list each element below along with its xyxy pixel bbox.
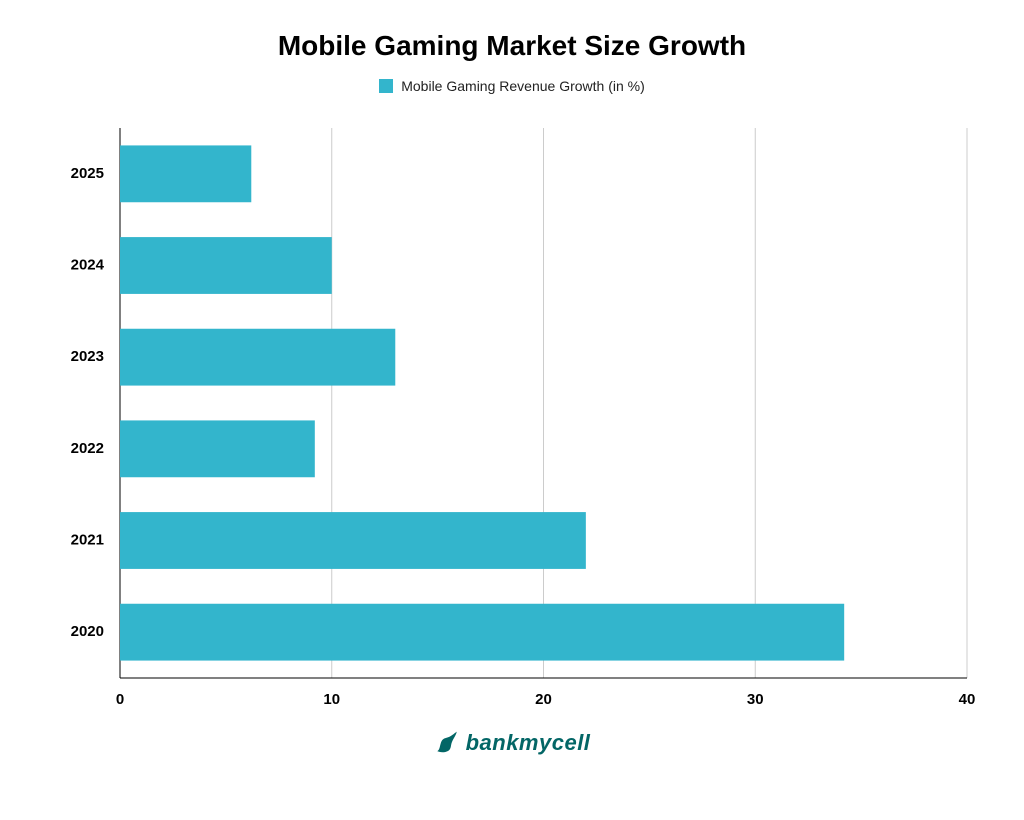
svg-text:2020: 2020 (71, 623, 104, 640)
brand-icon (434, 730, 460, 756)
svg-text:10: 10 (323, 691, 340, 708)
chart-title: Mobile Gaming Market Size Growth (278, 30, 746, 62)
svg-text:2025: 2025 (71, 165, 104, 182)
chart-legend: Mobile Gaming Revenue Growth (in %) (379, 78, 645, 94)
svg-text:2021: 2021 (71, 531, 104, 548)
bar-2024 (120, 237, 332, 294)
bar-2023 (120, 329, 395, 386)
bar-2022 (120, 420, 315, 477)
svg-text:20: 20 (535, 691, 552, 708)
svg-text:2023: 2023 (71, 348, 104, 365)
brand-logo: bankmycell (434, 730, 591, 756)
bar-2020 (120, 604, 844, 661)
brand-text: bankmycell (466, 730, 591, 756)
bar-2025 (120, 145, 251, 202)
chart-plot-area: 0 10 20 30 40 2025 2024 2023 2022 2021 2020 (42, 120, 982, 720)
svg-text:30: 30 (747, 691, 764, 708)
svg-text:2024: 2024 (71, 256, 105, 273)
legend-swatch (379, 79, 393, 93)
svg-text:0: 0 (116, 691, 124, 708)
bar-chart-svg: 0 10 20 30 40 2025 2024 2023 2022 2021 2020 (42, 120, 982, 720)
svg-text:40: 40 (959, 691, 976, 708)
bar-2021 (120, 512, 586, 569)
chart-container: Mobile Gaming Market Size Growth Mobile … (0, 0, 1024, 820)
legend-label: Mobile Gaming Revenue Growth (in %) (401, 78, 645, 94)
svg-text:2022: 2022 (71, 440, 104, 457)
